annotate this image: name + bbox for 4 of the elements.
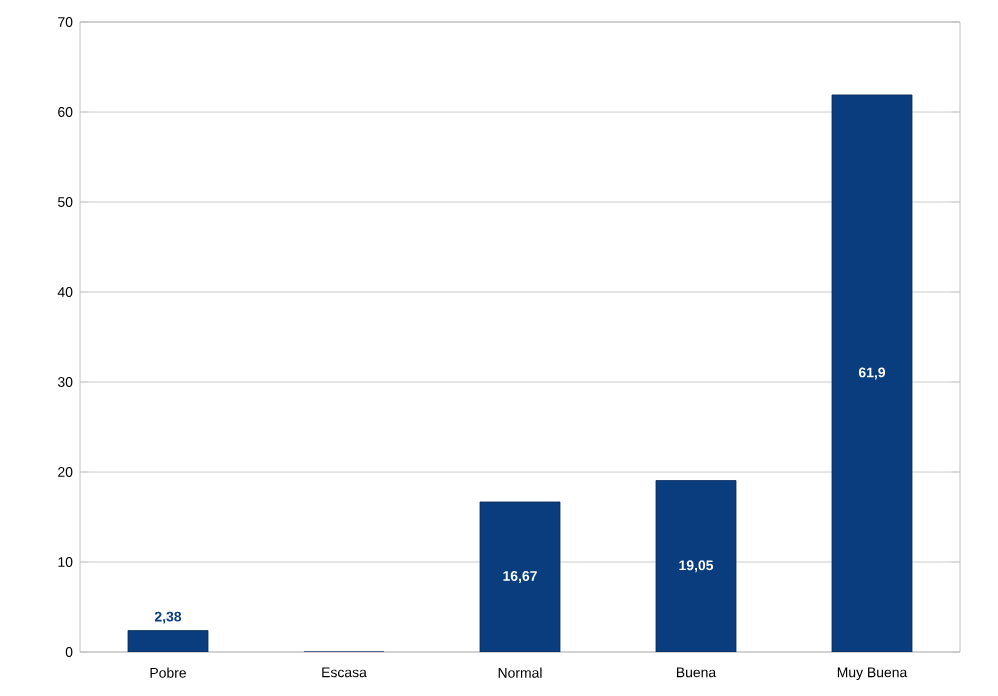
bar — [128, 630, 208, 652]
bar — [831, 94, 913, 652]
bar — [479, 501, 561, 652]
bar — [655, 480, 737, 652]
